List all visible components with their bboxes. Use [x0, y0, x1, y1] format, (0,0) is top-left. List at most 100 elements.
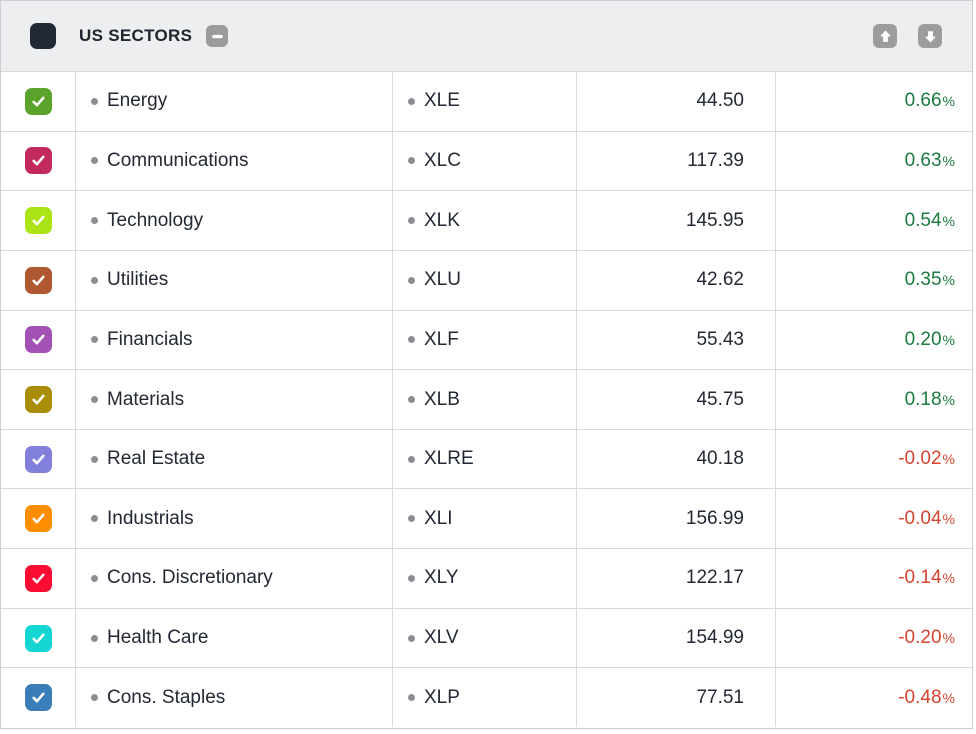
checkbox-cell — [1, 489, 76, 549]
sector-checkbox[interactable] — [24, 266, 52, 294]
percent-sign: % — [942, 152, 955, 169]
table-row[interactable]: Energy XLE 44.50 0.66 % — [1, 71, 972, 131]
move-down-button[interactable] — [918, 24, 942, 48]
table-row[interactable]: Cons. Discretionary XLY 122.17 -0.14 % — [1, 548, 972, 608]
table-row[interactable]: Communications XLC 117.39 0.63 % — [1, 130, 972, 191]
bullet-icon — [91, 97, 98, 105]
percent-sign: % — [942, 630, 955, 647]
sector-name-cell: Energy — [76, 72, 393, 131]
bullet-icon — [408, 276, 415, 284]
change-cell: -0.02 % — [776, 430, 972, 489]
price-cell: 42.62 — [577, 250, 776, 310]
change-value: 0.20 — [904, 328, 942, 350]
bullet-icon — [408, 396, 415, 404]
table-row[interactable]: Cons. Staples XLP 77.51 -0.48 % — [1, 667, 972, 728]
price-value: 77.51 — [696, 686, 744, 708]
price-cell: 44.50 — [577, 72, 776, 131]
price-value: 40.18 — [696, 448, 744, 470]
sector-name: Communications — [107, 149, 249, 171]
arrow-up-icon — [878, 29, 893, 44]
sector-name: Utilities — [107, 269, 169, 291]
bullet-icon — [91, 574, 98, 582]
checkmark-icon — [30, 570, 47, 587]
sector-checkbox[interactable] — [24, 445, 52, 473]
percent-sign: % — [942, 272, 955, 289]
ticker-label: XLI — [424, 507, 453, 529]
sector-name: Technology — [107, 209, 204, 231]
change-cell: 0.54 % — [776, 191, 972, 250]
change-value: -0.04 — [898, 507, 942, 529]
ticker-cell: XLRE — [393, 429, 577, 489]
sector-name: Materials — [107, 388, 185, 410]
arrow-down-icon — [923, 29, 938, 44]
table-row[interactable]: Real Estate XLRE 40.18 -0.02 % — [1, 428, 972, 489]
ticker-label: XLP — [424, 686, 460, 708]
change-value: -0.48 — [898, 686, 942, 708]
change-value: 0.54 — [904, 209, 942, 231]
change-value: -0.20 — [898, 627, 942, 649]
table-row[interactable]: Technology XLK 145.95 0.54 % — [1, 190, 972, 250]
ticker-cell: XLP — [393, 668, 577, 728]
sector-checkbox[interactable] — [24, 207, 52, 235]
collapse-button[interactable] — [206, 25, 229, 47]
sector-name: Industrials — [107, 507, 194, 529]
change-cell: -0.48 % — [776, 668, 972, 727]
sector-checkbox[interactable] — [24, 386, 52, 414]
price-value: 44.50 — [696, 90, 744, 112]
checkbox-cell — [1, 370, 76, 429]
table-row[interactable]: Financials XLF 55.43 0.20 % — [1, 309, 972, 370]
bullet-icon — [91, 157, 98, 165]
percent-sign: % — [942, 689, 955, 706]
change-value: 0.35 — [904, 269, 942, 291]
price-cell: 145.95 — [577, 191, 776, 250]
price-value: 55.43 — [696, 328, 744, 350]
price-cell: 45.75 — [577, 370, 776, 429]
sector-checkbox[interactable] — [24, 326, 52, 354]
table-row[interactable]: Health Care XLV 154.99 -0.20 % — [1, 607, 972, 668]
select-all-checkbox[interactable] — [30, 23, 56, 49]
change-cell: 0.66 % — [776, 72, 972, 131]
sector-checkbox[interactable] — [24, 564, 52, 592]
ticker-label: XLF — [424, 328, 459, 350]
ticker-cell: XLE — [393, 72, 577, 131]
sector-checkbox[interactable] — [24, 624, 52, 652]
bullet-icon — [408, 694, 415, 702]
sector-checkbox[interactable] — [24, 684, 52, 712]
percent-sign: % — [942, 570, 955, 587]
checkmark-icon — [30, 331, 47, 348]
checkmark-icon — [30, 451, 47, 468]
bullet-icon — [408, 515, 415, 523]
sector-name-cell: Communications — [76, 131, 393, 191]
price-cell: 117.39 — [577, 131, 776, 191]
sector-checkbox[interactable] — [24, 147, 52, 175]
percent-sign: % — [942, 510, 955, 527]
sector-checkbox[interactable] — [24, 505, 52, 533]
ticker-cell: XLY — [393, 549, 577, 608]
checkmark-icon — [30, 391, 47, 408]
sector-name: Energy — [107, 90, 168, 112]
ticker-cell: XLK — [393, 191, 577, 250]
checkmark-icon — [30, 93, 47, 110]
price-value: 45.75 — [696, 388, 744, 410]
checkbox-cell — [1, 608, 76, 668]
table-row[interactable]: Utilities XLU 42.62 0.35 % — [1, 249, 972, 310]
move-up-button[interactable] — [873, 24, 897, 48]
bullet-icon — [91, 455, 98, 463]
change-value: 0.18 — [904, 388, 942, 410]
checkmark-icon — [30, 510, 47, 527]
change-cell: 0.18 % — [776, 370, 972, 429]
checkbox-cell — [1, 72, 76, 131]
checkmark-icon — [30, 630, 47, 647]
ticker-label: XLU — [424, 269, 461, 291]
ticker-label: XLB — [424, 388, 460, 410]
table-row[interactable]: Industrials XLI 156.99 -0.04 % — [1, 488, 972, 549]
bullet-icon — [91, 217, 98, 225]
checkbox-cell — [1, 549, 76, 608]
price-value: 117.39 — [687, 149, 744, 171]
sector-name-cell: Cons. Staples — [76, 668, 393, 728]
table-row[interactable]: Materials XLB 45.75 0.18 % — [1, 369, 972, 429]
change-cell: 0.20 % — [776, 311, 972, 370]
price-cell: 55.43 — [577, 310, 776, 370]
sector-checkbox[interactable] — [24, 87, 52, 115]
price-cell: 40.18 — [577, 429, 776, 489]
